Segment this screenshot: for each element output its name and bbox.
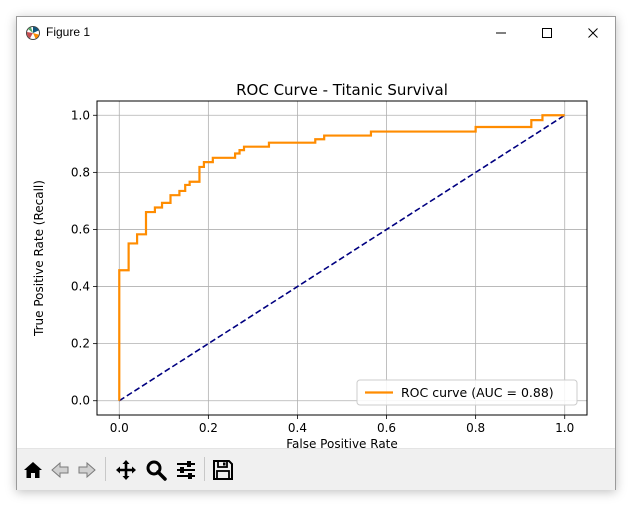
configure-subplots-icon [177,461,195,479]
y-tick-label: 0.0 [71,394,90,408]
roc-chart: 0.0 0.2 0.4 0.6 0.8 1.0 0.0 0.2 0.4 0.6 0.8 1.0 ROC … [32,81,588,448]
maximize-icon [542,27,552,38]
configure-subplots-button[interactable] [174,458,198,482]
save-icon [213,460,233,480]
close-icon [588,27,598,38]
axes-frame [96,100,588,416]
forward-button[interactable] [75,458,99,482]
y-tick-label: 0.8 [71,165,90,179]
y-tick-label: 0.6 [71,222,90,236]
legend-box [356,379,578,406]
figure-window: Figure 1 0.0 0.2 0.4 0.6 0.8 1.0 0.0 0.2 0.4 0.6 0… [16,16,616,490]
navigation-toolbar [17,448,615,490]
x-tick-label: 0.0 [110,421,129,435]
minimize-icon [496,32,506,33]
figure-canvas[interactable]: 0.0 0.2 0.4 0.6 0.8 1.0 0.0 0.2 0.4 0.6 0.8 1.0 ROC … [17,48,615,448]
x-tick-label: 0.2 [199,421,218,435]
y-tick-label: 0.2 [71,337,90,351]
x-tick-label: 0.8 [466,421,485,435]
x-tick-label: 0.4 [288,421,307,435]
chart-title: ROC Curve - Titanic Survival [236,81,448,99]
toolbar-separator [105,457,106,481]
zoom-button[interactable] [144,458,168,482]
back-button[interactable] [48,458,72,482]
close-button[interactable] [570,17,616,48]
title-bar[interactable]: Figure 1 [17,17,615,48]
minimize-button[interactable] [478,17,524,48]
y-tick-label: 0.4 [71,280,90,294]
chance-diagonal-line [118,114,566,402]
zoom-icon [146,460,167,481]
back-icon [51,461,69,479]
maximize-button[interactable] [524,17,570,48]
home-icon [24,462,42,478]
x-tick-label: 1.0 [555,421,574,435]
home-button[interactable] [21,458,45,482]
matplotlib-logo-icon [25,25,41,41]
forward-icon [78,461,96,479]
x-axis-label: False Positive Rate [286,437,398,448]
x-tick-label: 0.6 [377,421,396,435]
y-axis-label: True Positive Rate (Recall) [32,180,46,337]
save-button[interactable] [211,458,235,482]
toolbar-separator [204,457,205,481]
pan-button[interactable] [114,458,138,482]
y-tick-label: 1.0 [71,108,90,122]
legend-label: ROC curve (AUC = 0.88) [401,385,554,400]
pan-icon [116,460,136,480]
window-title: Figure 1 [46,25,91,39]
roc-curve-line [118,114,565,401]
